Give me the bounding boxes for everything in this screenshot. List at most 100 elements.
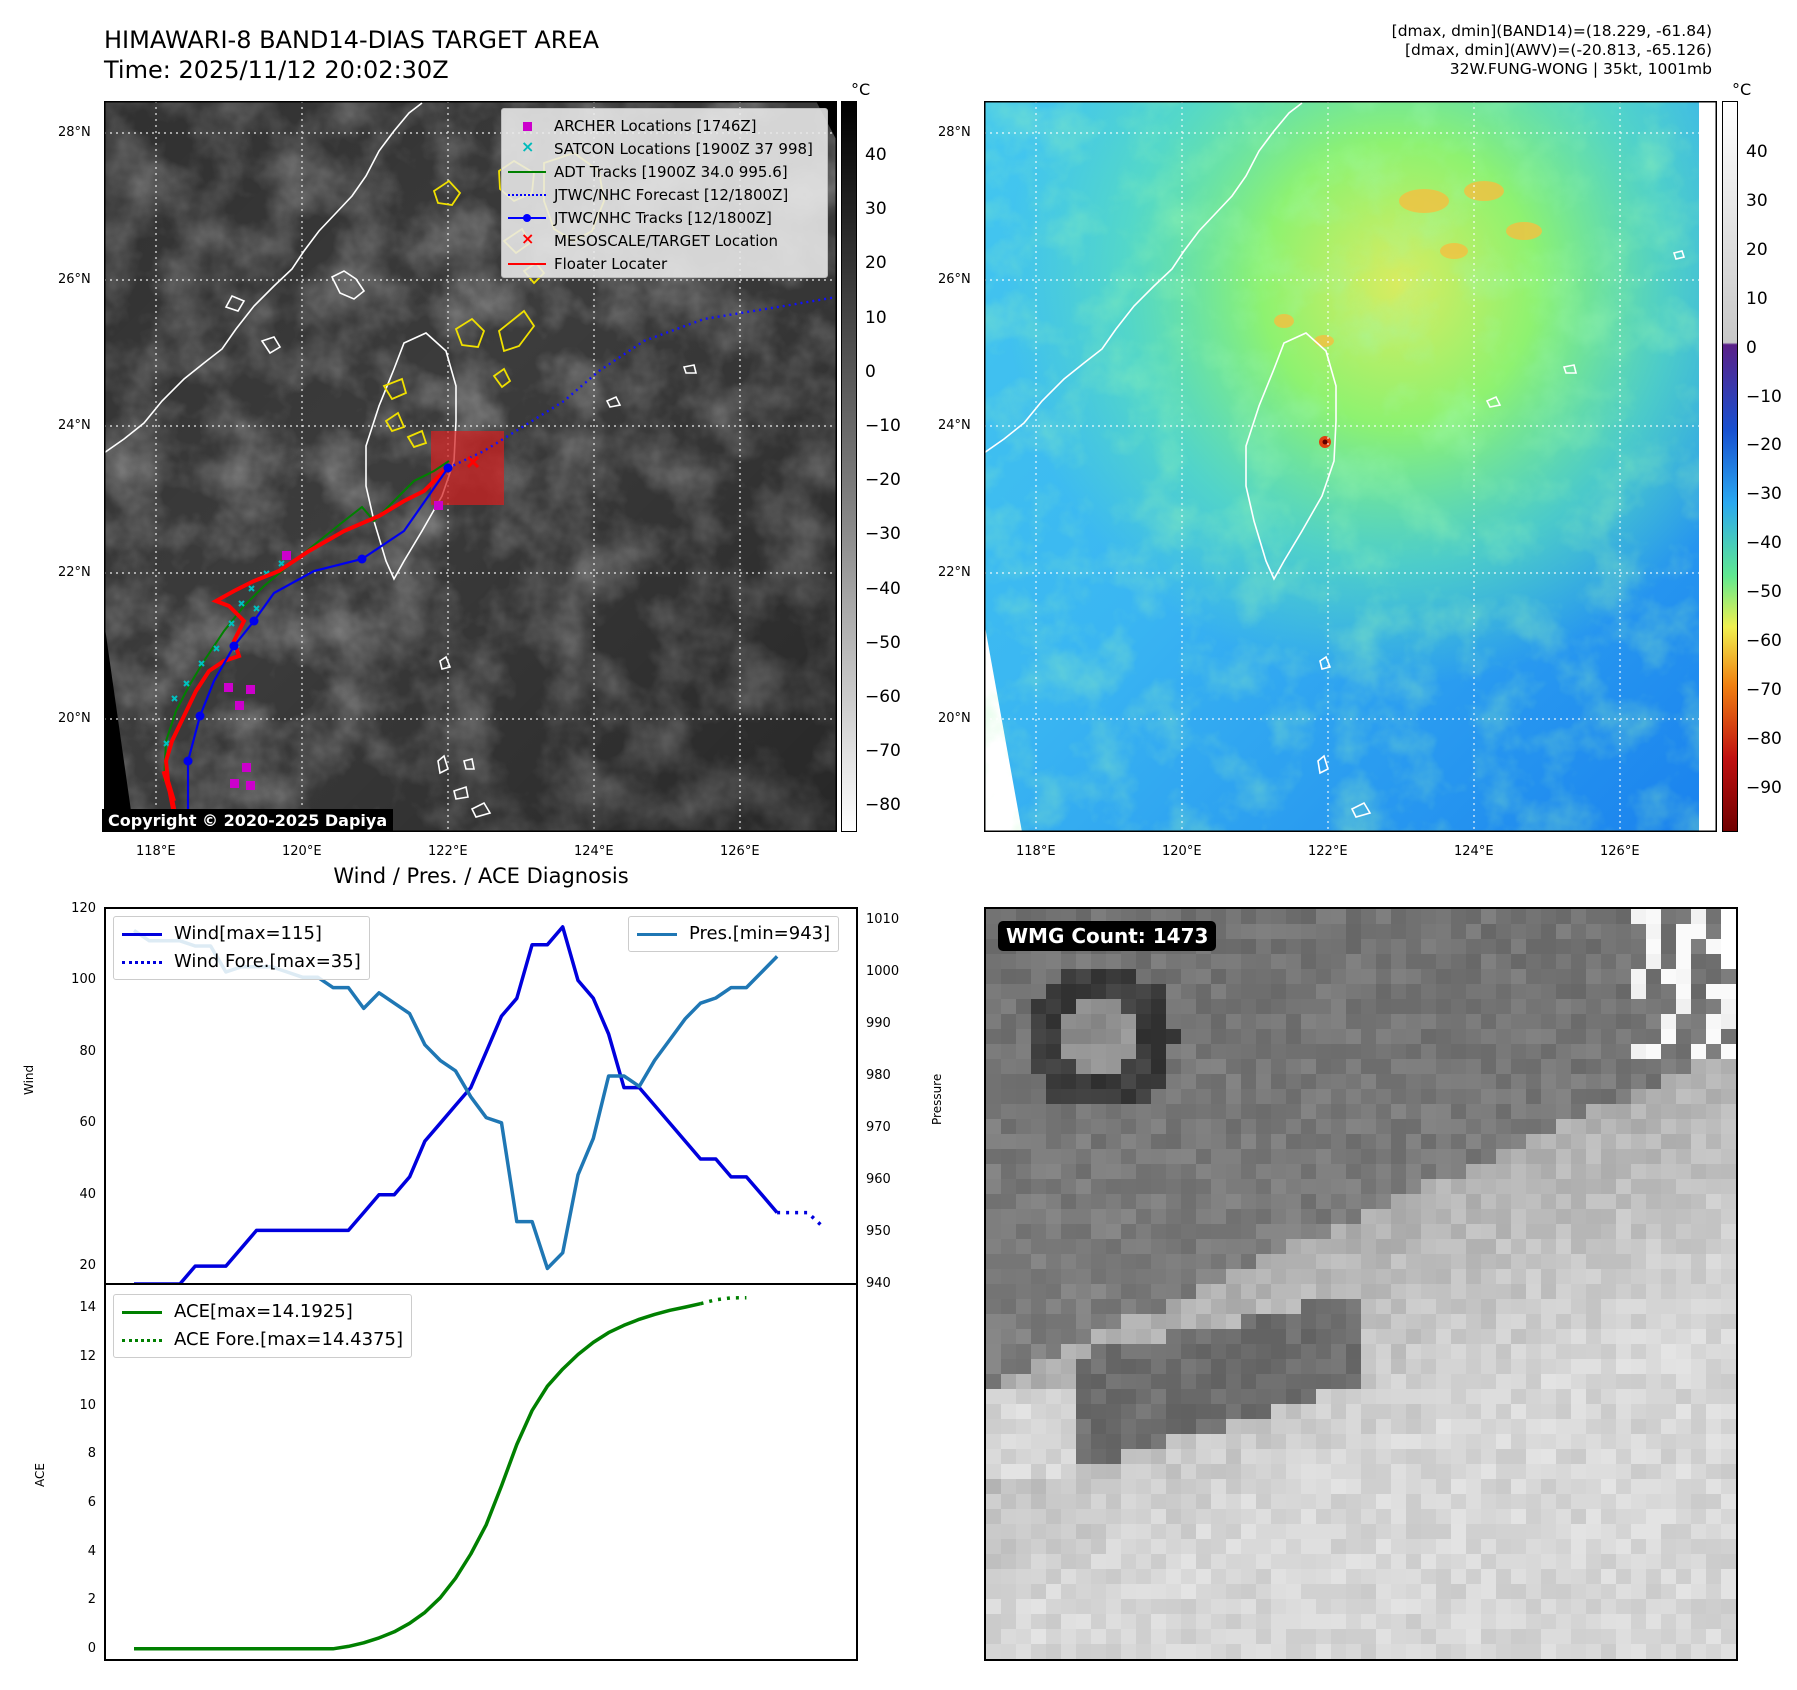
- wind-fore-legend-label: Wind Fore.[max=35]: [174, 951, 361, 972]
- awv-lon-label: 120°E: [1162, 844, 1202, 859]
- wind-tick-label: 120: [71, 901, 96, 916]
- legend-entry: Floater Locater: [508, 253, 667, 275]
- figure-title: HIMAWARI-8 BAND14-DIAS TARGET AREA Time:…: [104, 25, 599, 85]
- floater-locater-track: [163, 464, 451, 802]
- no-data-area: [104, 621, 134, 832]
- wind-tick-label: 40: [79, 1186, 96, 1202]
- title-line-2: Time: 2025/11/12 20:02:30Z: [104, 56, 449, 84]
- pressure-tick-label: 1000: [866, 964, 900, 979]
- ace-tick-label: 0: [87, 1640, 96, 1656]
- ace-tick-label: 8: [87, 1446, 96, 1462]
- legend-symbol-icon: [508, 165, 546, 179]
- pressure-tick-label: 940: [866, 1276, 891, 1291]
- band14-lon-label: 122°E: [428, 844, 468, 859]
- wind-axis-label: Wind: [22, 1064, 36, 1095]
- band14-lat-label: 26°N: [58, 272, 91, 287]
- pressure-legend-label: Pres.[min=943]: [689, 923, 831, 944]
- ace-tick-label: 2: [87, 1592, 96, 1608]
- awv-colorbar-tick: −30: [1746, 484, 1782, 505]
- awv-colorbar-tick: 0: [1746, 337, 1757, 358]
- storm-info: [dmax, dmin](BAND14)=(18.229, -61.84) [d…: [1392, 22, 1712, 79]
- awv-lon-label: 126°E: [1600, 844, 1640, 859]
- band14-lat-label: 24°N: [58, 418, 91, 433]
- map-legend: ARCHER Locations [1746Z] × SATCON Location…: [501, 108, 828, 278]
- pressure-tick-label: 990: [866, 1016, 891, 1031]
- awv-colorbar-tick: 30: [1746, 190, 1768, 211]
- legend-symbol-icon: [508, 257, 546, 271]
- jtwc-track-points: [183, 463, 453, 766]
- legend-entry: JTWC/NHC Tracks [12/1800Z]: [508, 207, 772, 229]
- ace-tick-label: 12: [79, 1348, 96, 1364]
- legend-symbol-icon: [508, 211, 546, 225]
- band14-colorbar-unit: °C: [851, 80, 871, 99]
- band14-colorbar-tick: 20: [865, 253, 887, 274]
- band14-colorbar-tick: 10: [865, 307, 887, 328]
- series-line: [700, 1295, 747, 1306]
- band14-colorbar-tick: −40: [865, 578, 901, 599]
- awv-texture: [984, 101, 1699, 832]
- band14-colorbar-tick: −10: [865, 416, 901, 436]
- awv-map-svg: [984, 101, 1717, 832]
- ace-frame: [104, 1284, 858, 1661]
- ace-tick-label: 10: [79, 1397, 96, 1413]
- ace-svg: [104, 1284, 858, 1661]
- awv-map: [984, 101, 1717, 832]
- awv-colorbar-tick: −20: [1746, 435, 1782, 456]
- series-line: [134, 1301, 701, 1651]
- awv-hot-spots: [1274, 181, 1542, 347]
- awv-colorbar-tick: 40: [1746, 142, 1768, 162]
- pressure-legend: Pres.[min=943]: [628, 916, 840, 952]
- band14-lat-label: 22°N: [58, 565, 91, 580]
- awv-colorbar-tick: −90: [1746, 777, 1782, 798]
- awv-coastline: [984, 102, 1686, 818]
- wind-tick-label: 60: [79, 1115, 96, 1131]
- band14-colorbar-tick: −30: [865, 524, 901, 545]
- copyright-label: Copyright © 2020-2025 Dapiya: [102, 809, 394, 832]
- legend-entry: × MESOSCALE/TARGET Location: [508, 229, 779, 252]
- awv-lat-label: 26°N: [938, 272, 971, 287]
- band14-colorbar-tick: 0: [865, 361, 876, 382]
- pressure-axis-label: Pressure: [930, 1073, 944, 1125]
- wind-pressure-frame: [104, 907, 858, 1284]
- awv-colorbar-tick: −40: [1746, 533, 1782, 554]
- pressure-tick-label: 960: [866, 1172, 891, 1187]
- legend-entry: × SATCON Locations [1900Z 37 998]: [508, 137, 813, 160]
- band14-colorbar-tick: 40: [865, 145, 887, 165]
- jtwc-forecast-track: [447, 295, 837, 470]
- legend-symbol-icon: ×: [521, 137, 535, 156]
- awv-grid: [984, 101, 1717, 832]
- legend-symbol-icon: ×: [521, 229, 535, 248]
- awv-colorbar-tick: −10: [1746, 386, 1782, 407]
- awv-colorbar: [1722, 101, 1738, 832]
- wind-legend-label: Wind[max=115]: [174, 923, 322, 944]
- band14-colorbar: [841, 101, 857, 832]
- ace-legend: ACE[max=14.1925] ACE Fore.[max=14.4375]: [113, 1294, 412, 1358]
- info-line-1: [dmax, dmin](BAND14)=(18.229, -61.84): [1391, 22, 1712, 40]
- legend-symbol-icon: [508, 188, 546, 202]
- band14-lon-label: 126°E: [720, 844, 760, 859]
- wmg-count-badge: WMG Count: 1473: [998, 921, 1217, 951]
- band14-colorbar-tick: −70: [865, 741, 901, 762]
- series-line: [777, 1210, 825, 1229]
- band14-lat-label: 28°N: [58, 125, 91, 140]
- ace-chart: [104, 1284, 858, 1661]
- awv-lon-label: 122°E: [1308, 844, 1348, 859]
- awv-colorbar-tick: 20: [1746, 239, 1768, 260]
- target-area-box: [431, 431, 504, 505]
- legend-label: MESOSCALE/TARGET Location: [554, 232, 779, 250]
- info-line-2: [dmax, dmin](AWV)=(-20.813, -65.126): [1405, 41, 1712, 59]
- legend-entry: ADT Tracks [1900Z 34.0 995.6]: [508, 161, 788, 183]
- wind-tick-label: 80: [79, 1043, 96, 1059]
- band14-colorbar-tick: −50: [865, 632, 901, 653]
- pressure-tick-label: 980: [866, 1068, 891, 1083]
- pressure-tick-label: 970: [866, 1120, 891, 1135]
- legend-label: Floater Locater: [554, 255, 668, 273]
- awv-lat-label: 22°N: [938, 565, 971, 580]
- diagnosis-title: Wind / Pres. / ACE Diagnosis: [333, 864, 629, 888]
- band14-lon-label: 118°E: [136, 844, 176, 859]
- ace-tick-label: 4: [87, 1543, 96, 1559]
- legend-label: SATCON Locations [1900Z 37 998]: [554, 140, 813, 158]
- ace-axis-label: ACE: [33, 1463, 47, 1487]
- awv-lon-label: 124°E: [1454, 844, 1494, 859]
- pressure-tick-label: 950: [866, 1224, 891, 1239]
